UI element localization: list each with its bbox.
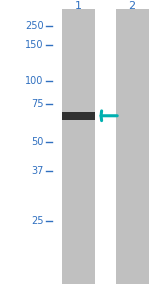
Text: 150: 150 (25, 40, 44, 50)
Text: 2: 2 (128, 1, 136, 11)
Text: 250: 250 (25, 21, 44, 31)
Text: 25: 25 (31, 216, 44, 226)
Text: 1: 1 (75, 1, 81, 11)
Text: 100: 100 (25, 76, 44, 86)
Text: 75: 75 (31, 99, 44, 109)
Bar (61, 112, 94, 120)
Text: 37: 37 (31, 166, 44, 176)
Bar (116, 9, 148, 284)
Bar (61, 9, 94, 284)
Text: 50: 50 (31, 137, 44, 147)
